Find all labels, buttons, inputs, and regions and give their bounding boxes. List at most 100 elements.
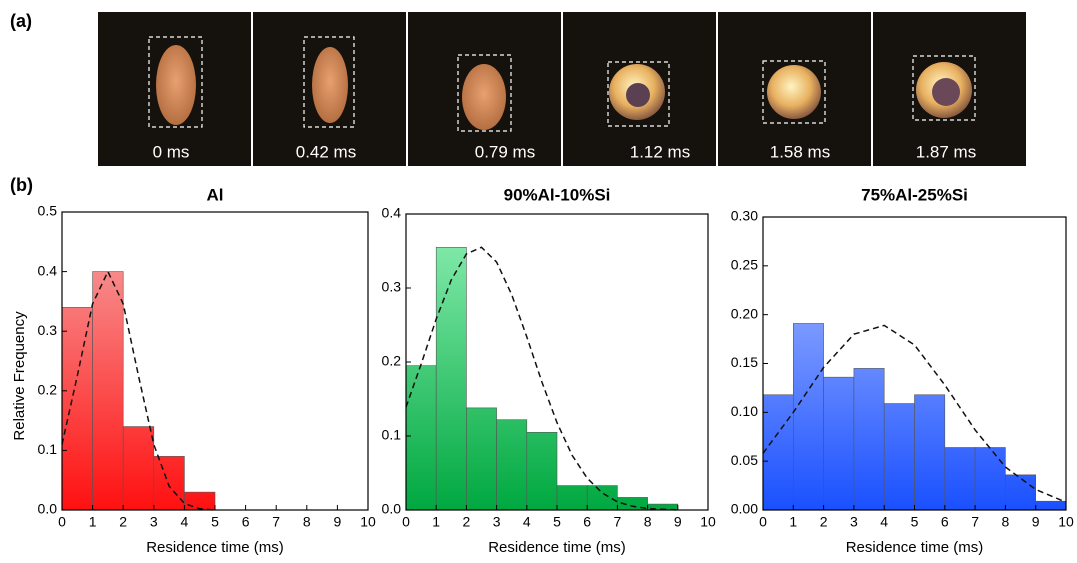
- bar: [823, 376, 855, 511]
- x-tick-label: 2: [119, 514, 127, 530]
- x-tick-label: 6: [583, 514, 591, 530]
- roi-box: [762, 60, 826, 124]
- particle-core: [626, 83, 650, 107]
- x-tick-label: 2: [463, 514, 471, 530]
- x-tick-label: 8: [303, 514, 311, 530]
- bar: [853, 368, 885, 511]
- x-tick-label: 5: [211, 514, 219, 530]
- chart-title: Al: [207, 185, 224, 204]
- frame-label: 1.12 ms: [630, 142, 690, 161]
- y-tick-label: 0.0: [38, 501, 58, 517]
- x-tick-label: 8: [644, 514, 652, 530]
- bar: [435, 247, 467, 511]
- bar: [466, 407, 497, 511]
- bar: [914, 394, 946, 511]
- frame-label: 1.87 ms: [916, 142, 976, 161]
- x-tick-label: 6: [941, 514, 949, 530]
- particle-core: [932, 78, 960, 106]
- y-tick-label: 0.30: [731, 208, 758, 224]
- x-tick-label: 5: [911, 514, 919, 530]
- x-tick-label: 7: [614, 514, 622, 530]
- x-tick-label: 3: [493, 514, 501, 530]
- bar: [496, 419, 528, 511]
- bar: [883, 403, 915, 511]
- bar: [153, 456, 185, 511]
- x-tick-label: 0: [58, 514, 66, 530]
- y-tick-label: 0.5: [38, 203, 58, 219]
- x-tick-label: 7: [272, 514, 280, 530]
- x-tick-label: 3: [850, 514, 858, 530]
- bar: [92, 271, 124, 511]
- x-tick-label: 3: [150, 514, 158, 530]
- roi-box: [457, 54, 512, 132]
- bar: [184, 491, 216, 511]
- y-tick-label: 0.1: [382, 427, 402, 443]
- x-tick-label: 4: [523, 514, 531, 530]
- chart-title: 90%Al-10%Si: [504, 185, 611, 204]
- panel-label: (b): [10, 175, 33, 195]
- roi-box: [607, 61, 670, 127]
- y-tick-label: 0.2: [382, 353, 402, 369]
- x-tick-label: 10: [1058, 514, 1074, 530]
- bar: [586, 485, 618, 511]
- frames: 0 ms 0.42 ms 0.79 ms 1.12 ms 1.58 ms 1.8…: [98, 12, 1026, 166]
- roi-box: [148, 36, 203, 128]
- bar: [1035, 500, 1067, 511]
- y-tick-label: 0.25: [731, 257, 758, 273]
- x-tick-label: 4: [181, 514, 189, 530]
- frame-label: 1.58 ms: [770, 142, 830, 161]
- roi-box: [912, 55, 976, 121]
- y-axis-label: Relative Frequency: [11, 311, 28, 441]
- chart-title: 75%Al-25%Si: [861, 185, 968, 204]
- particle: [312, 47, 348, 123]
- y-tick-label: 0.0: [382, 501, 402, 517]
- x-tick-label: 1: [89, 514, 97, 530]
- x-tick-label: 9: [1032, 514, 1040, 530]
- y-tick-label: 0.15: [731, 354, 758, 370]
- bar: [792, 323, 824, 511]
- y-tick-label: 0.4: [38, 262, 58, 278]
- x-axis-label: Residence time (ms): [488, 539, 626, 556]
- x-tick-label: 0: [759, 514, 767, 530]
- particle: [767, 65, 821, 119]
- y-tick-label: 0.00: [731, 501, 758, 517]
- x-tick-label: 9: [674, 514, 682, 530]
- x-axis-label: Residence time (ms): [146, 539, 284, 556]
- y-tick-label: 0.4: [382, 205, 402, 221]
- fit-curve: [405, 246, 678, 511]
- bar: [944, 447, 976, 511]
- roi-box: [303, 36, 355, 128]
- x-tick-label: 8: [1002, 514, 1010, 530]
- x-tick-label: 7: [971, 514, 979, 530]
- y-tick-label: 0.10: [731, 403, 758, 419]
- y-tick-label: 0.3: [38, 322, 58, 338]
- x-tick-label: 10: [700, 514, 716, 530]
- x-tick-label: 6: [242, 514, 250, 530]
- fit-curve: [61, 269, 216, 511]
- bar: [122, 426, 155, 511]
- x-tick-label: 9: [334, 514, 342, 530]
- bar: [526, 431, 558, 511]
- bar: [556, 485, 588, 511]
- bar: [61, 307, 93, 511]
- x-tick-label: 2: [820, 514, 828, 530]
- y-tick-label: 0.1: [38, 441, 58, 457]
- x-tick-label: 10: [360, 514, 376, 530]
- y-tick-label: 0.3: [382, 279, 402, 295]
- frame-label: 0 ms: [153, 142, 190, 161]
- x-tick-label: 5: [553, 514, 561, 530]
- y-tick-label: 0.20: [731, 305, 758, 321]
- bar: [405, 365, 437, 511]
- particle: [156, 45, 196, 125]
- frame-label: 0.79 ms: [475, 142, 535, 161]
- panel-label: (a): [10, 11, 32, 31]
- bar: [974, 447, 1006, 511]
- x-tick-label: 1: [432, 514, 440, 530]
- x-tick-label: 0: [402, 514, 410, 530]
- x-tick-label: 1: [789, 514, 797, 530]
- y-tick-label: 0.2: [38, 382, 58, 398]
- particle: [462, 64, 506, 130]
- frame-label: 0.42 ms: [296, 142, 356, 161]
- bar: [1005, 474, 1037, 511]
